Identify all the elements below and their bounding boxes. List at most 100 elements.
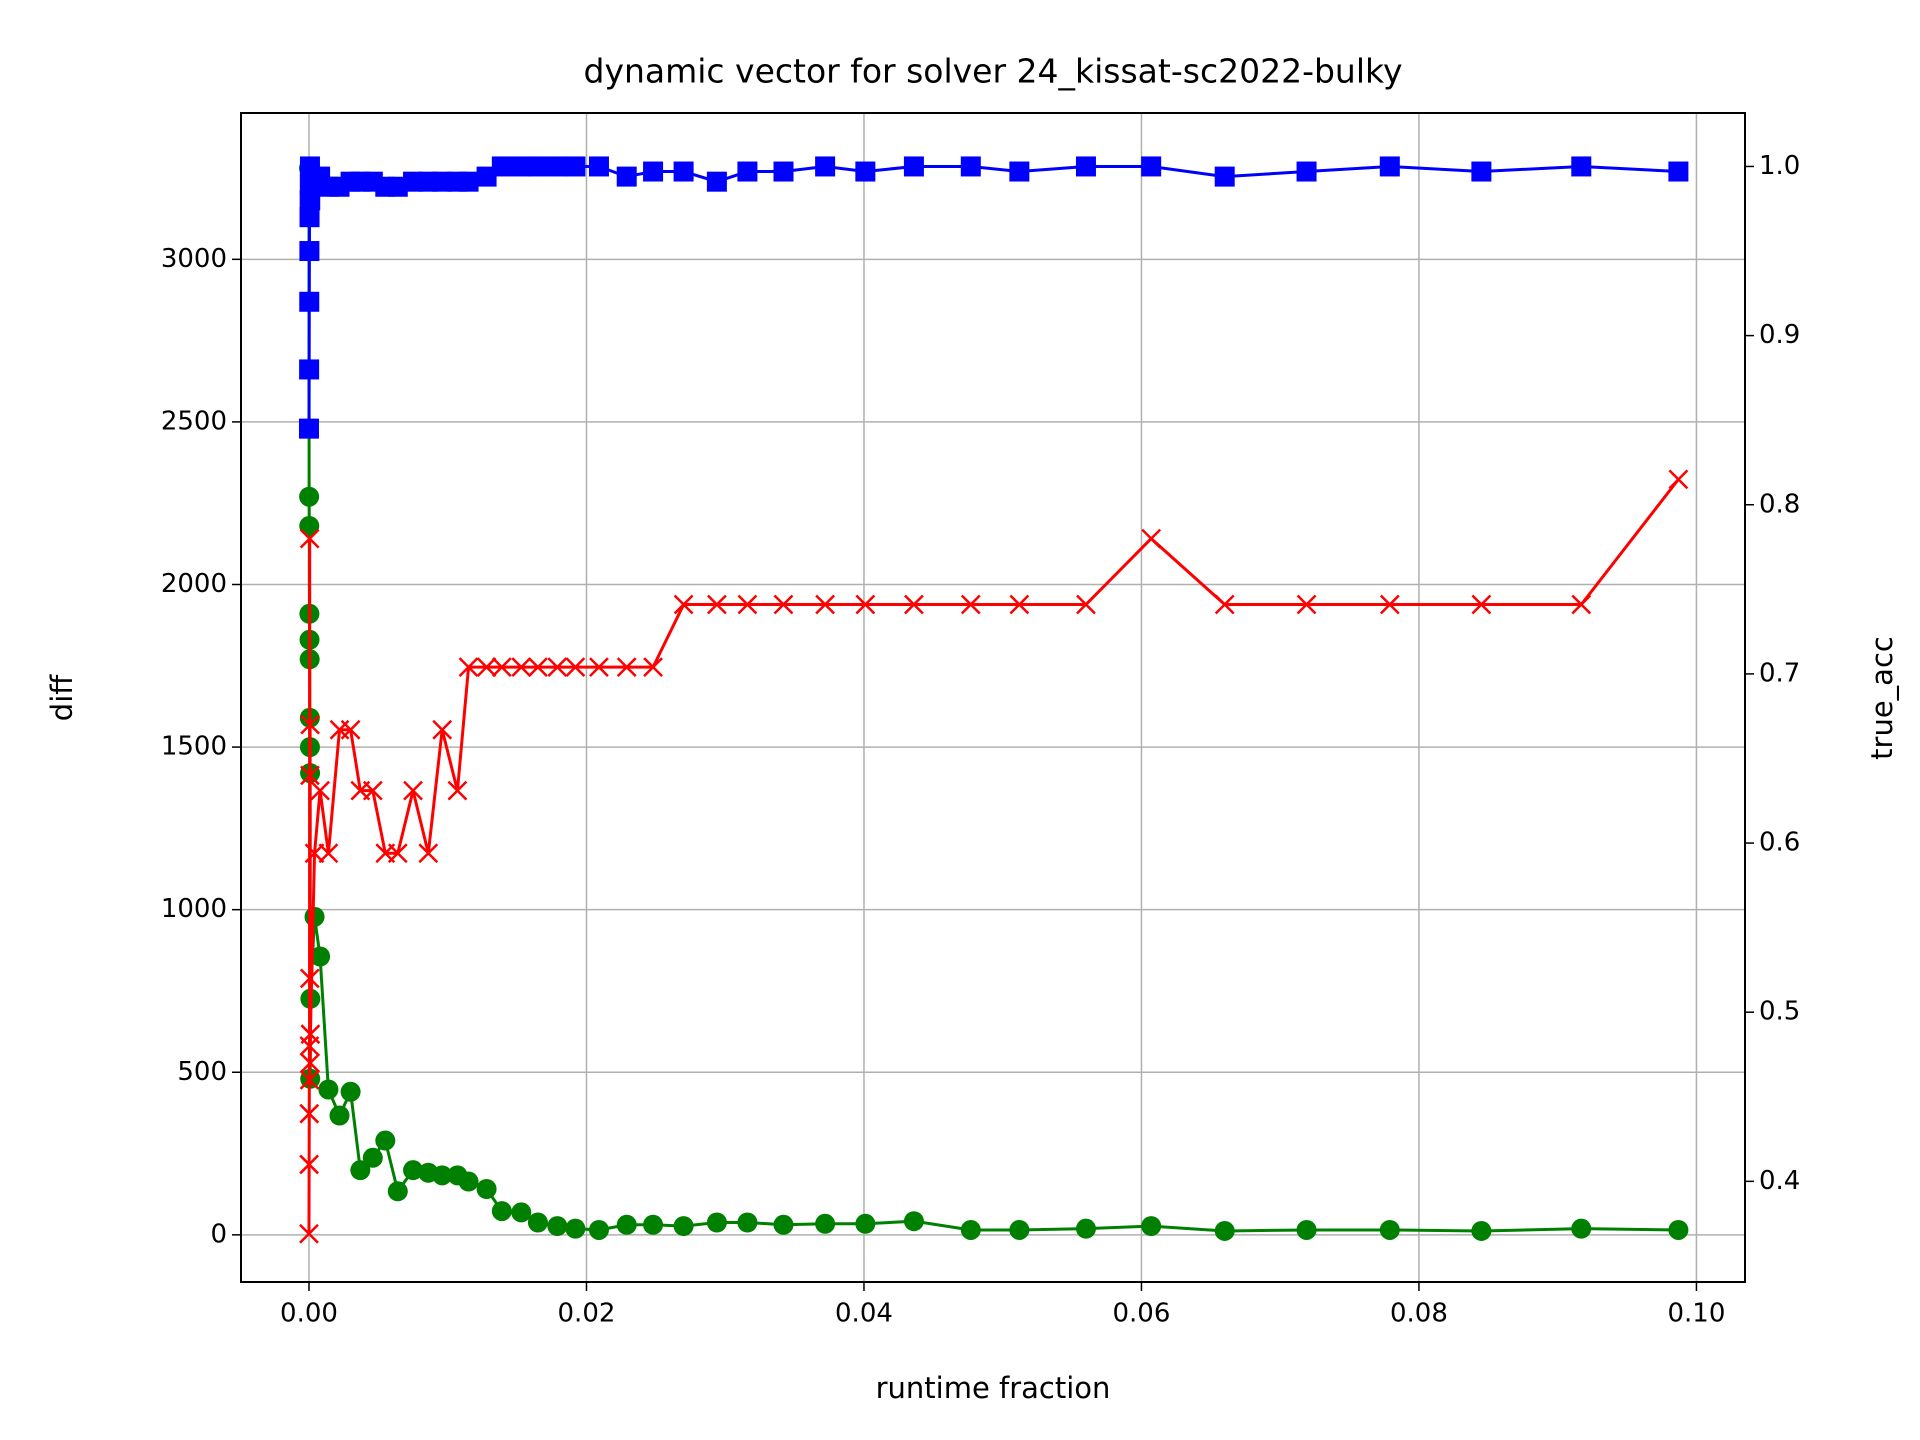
point (565, 657, 586, 678)
point (318, 1079, 339, 1100)
point (960, 1219, 981, 1240)
point (737, 161, 758, 182)
point (565, 156, 586, 177)
point (616, 166, 637, 187)
point (1214, 1220, 1235, 1241)
point (547, 156, 568, 177)
y-tick-label: 2500 (161, 406, 227, 436)
point (300, 190, 321, 211)
point (300, 1024, 321, 1045)
point (589, 657, 609, 678)
y-tick-label: 2000 (161, 569, 227, 599)
point (1571, 156, 1592, 177)
point (403, 780, 423, 801)
point (643, 657, 663, 678)
y2-tick-label: 0.8 (1759, 489, 1800, 519)
point (418, 843, 439, 864)
x-axis-label: runtime fraction (876, 1371, 1111, 1405)
point (1571, 1218, 1592, 1239)
point (588, 1219, 609, 1240)
point (299, 1103, 320, 1124)
point (1009, 594, 1030, 615)
y2-tick-label: 1.0 (1759, 151, 1800, 181)
point (1296, 161, 1317, 182)
point (491, 657, 512, 678)
point (387, 1181, 408, 1202)
point (511, 1202, 532, 1223)
y-tick-label: 3000 (161, 244, 227, 274)
point (773, 1214, 794, 1235)
point (403, 171, 424, 192)
point (528, 657, 548, 678)
point (673, 594, 694, 615)
plot-frame (240, 112, 1746, 1283)
point (350, 1160, 371, 1181)
point (476, 1179, 497, 1200)
point (299, 515, 320, 536)
point (432, 719, 453, 740)
point (565, 1218, 586, 1239)
x-tick-label: 0.00 (280, 1299, 338, 1329)
point (815, 594, 836, 615)
point (960, 156, 981, 177)
point (403, 1160, 424, 1181)
x-tick-label: 0.08 (1390, 1299, 1448, 1329)
point (476, 166, 497, 187)
point (300, 714, 320, 735)
y2-tick-label: 0.5 (1759, 997, 1800, 1027)
y-tick-label: 1500 (161, 732, 227, 762)
point (318, 843, 339, 864)
point (1471, 161, 1492, 182)
point (643, 1214, 664, 1235)
point (299, 1069, 320, 1090)
point (447, 780, 468, 801)
point (1214, 594, 1235, 615)
point (298, 418, 319, 439)
point (1379, 156, 1400, 177)
point (1009, 161, 1030, 182)
point (304, 843, 325, 864)
y-tick-label: 1000 (161, 894, 227, 924)
point (588, 156, 609, 177)
point (458, 171, 479, 192)
point (1668, 1219, 1689, 1240)
point (855, 161, 876, 182)
point (737, 1212, 758, 1233)
point (476, 657, 497, 678)
point (299, 359, 320, 380)
point (1141, 528, 1162, 549)
point (511, 657, 532, 678)
series-line (307, 164, 1679, 429)
point (527, 156, 548, 177)
point (375, 1130, 396, 1151)
point (1141, 1216, 1162, 1237)
point (855, 1213, 876, 1234)
point (960, 594, 981, 615)
point (773, 594, 794, 615)
point (815, 1213, 836, 1234)
point (1075, 156, 1096, 177)
point (362, 1147, 383, 1168)
y2-tick-label: 0.7 (1759, 658, 1800, 688)
point (616, 1214, 637, 1235)
point (458, 657, 479, 678)
point (527, 1212, 548, 1233)
point (1141, 156, 1162, 177)
point (299, 291, 320, 312)
point (491, 156, 512, 177)
point (1471, 594, 1492, 615)
point (299, 207, 320, 228)
point (491, 1201, 512, 1222)
point (299, 241, 320, 262)
y2-axis-label: true_acc (1865, 636, 1899, 760)
point (329, 1105, 350, 1126)
point (340, 1081, 361, 1102)
y2-tick-label: 0.9 (1759, 320, 1800, 350)
point (547, 657, 568, 678)
point (903, 1211, 924, 1232)
point (299, 1223, 319, 1244)
point (432, 1165, 453, 1186)
point (1471, 1220, 1492, 1241)
point (815, 156, 836, 177)
